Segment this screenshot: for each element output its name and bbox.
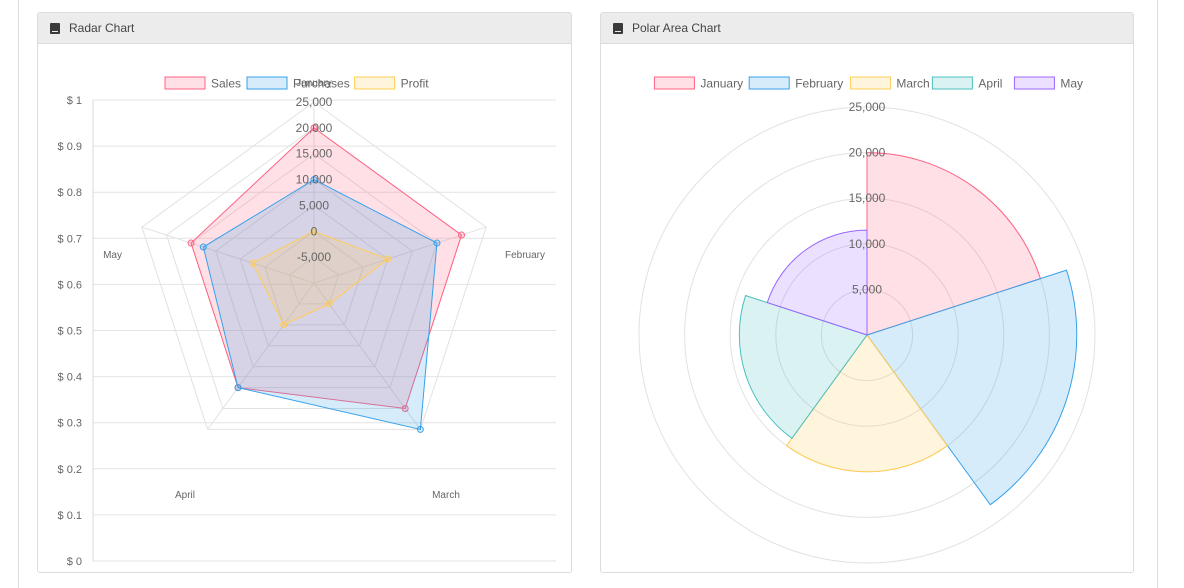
radar-grid-polygon [190,153,438,389]
radar-series-0-point [187,239,195,247]
radar-r-tick-label: -5,000 [297,250,331,264]
radar-y-tick-label: $ 0.8 [58,187,82,199]
polar-legend-swatch [1013,76,1055,90]
radar-series-1-point [234,384,242,392]
polar-legend-swatch [931,76,973,90]
radar-series-2-point [249,259,257,267]
radar-series-2-point [325,300,333,308]
radar-series-2-area [251,230,389,326]
radar-series-0-point [310,124,318,132]
polar-r-tick-label: 20,000 [849,146,886,160]
polar-legend-label: February [795,77,843,91]
radar-legend-swatch [164,76,206,90]
polar-r-tick-label: 15,000 [849,191,886,205]
radar-point-label: January [296,78,332,89]
radar-series-2-point [310,227,318,235]
radar-angle-line [313,226,487,284]
radar-y-tick-label: $ 0.5 [58,326,82,338]
radar-point-label: May [103,250,122,261]
polar-legend-label: March [896,77,929,91]
polar-legend-swatch [849,76,891,90]
radar-r-tick-label: 0 [311,224,318,238]
radar-grid-polygon [215,178,413,368]
radar-y-tick-label: $ 0.6 [58,279,82,291]
radar-series-0-point [458,231,466,239]
radar-panel-header: Radar Chart [38,13,571,44]
radar-point-label: April [175,490,195,501]
radar-r-tick-label: 5,000 [299,198,329,212]
radar-y-tick-label: $ 0.9 [58,141,82,153]
book-icon [50,22,60,34]
radar-series-1-point [199,243,207,251]
polar-legend-label: May [1060,77,1083,91]
radar-legend-label: Sales [211,77,241,91]
radar-series-2-point [384,255,392,263]
radar-grid-polygon [141,101,487,430]
polar-legend-swatch [653,76,695,90]
polar-sector-2 [785,334,949,473]
radar-legend-label: Purchases [293,77,350,91]
polar-r-tick-label: 5,000 [852,282,882,296]
frame-line-right [1157,0,1158,588]
polar-area-chart-panel: Polar Area Chart 25,000 20,000 15,000 10,00… [600,12,1134,573]
radar-r-tick-label: 25,000 [296,95,333,109]
radar-y-tick-label: $ 0 [67,556,82,568]
polar-legend-label: January [700,77,743,91]
radar-series-1-point [416,425,424,433]
radar-r-tick-label: 10,000 [296,173,333,187]
radar-point-label: March [432,490,460,501]
radar-grid-polygon [264,230,364,326]
radar-legend-swatch [354,76,396,90]
polar-grid-circle [638,106,1096,564]
radar-panel-title: Radar Chart [69,21,135,35]
radar-chart-panel: Radar Chart $ 1 $ 0.9 $ 0.8 $ 0.7 $ 0.6 $ 0.5… [37,12,572,573]
polar-legend-swatch [748,76,790,90]
radar-y-tick-label: $ 0.3 [58,418,82,430]
radar-point-label: February [505,250,545,261]
polar-sector-4 [766,229,868,336]
polar-sector-1 [866,269,1078,506]
radar-series-0-point [401,405,409,413]
polar-legend-label: April [978,77,1002,91]
radar-series-1-point [433,239,441,247]
radar-legend-swatch [246,76,288,90]
radar-angle-line [141,226,315,284]
radar-grid-polygon [288,256,340,305]
radar-series-1-area [202,178,438,431]
polar-panel-title: Polar Area Chart [632,21,721,35]
radar-y-tick-label: $ 1 [67,95,82,107]
polar-area-chart: 25,000 20,000 15,000 10,000 5,000 January Febr… [638,76,1096,564]
radar-angle-line [313,282,421,430]
polar-sector-3 [738,294,868,439]
radar-y-tick-label: $ 0.1 [58,510,82,522]
radar-grid-polygon [239,204,389,347]
radar-series-2-point [280,321,288,329]
radar-r-tick-label: 15,000 [296,147,333,161]
radar-series-0-area [190,127,463,410]
polar-panel-header: Polar Area Chart [601,13,1133,44]
radar-angle-line [207,282,315,430]
book-icon [613,22,623,34]
radar-legend-label: Profit [401,77,430,91]
radar-chart: $ 1 $ 0.9 $ 0.8 $ 0.7 $ 0.6 $ 0.5 $ 0.4 $ 0.3 $ … [58,76,556,568]
polar-r-tick-label: 10,000 [849,237,886,251]
frame-line-left [18,0,19,588]
polar-sector-0 [866,152,1042,336]
radar-r-tick-label: 20,000 [296,121,333,135]
radar-y-tick-label: $ 0.7 [58,233,82,245]
polar-r-tick-label: 25,000 [849,100,886,114]
radar-y-tick-label: $ 0.2 [58,464,82,476]
radar-series-1-point [310,176,318,184]
radar-y-tick-label: $ 0.4 [58,372,82,384]
